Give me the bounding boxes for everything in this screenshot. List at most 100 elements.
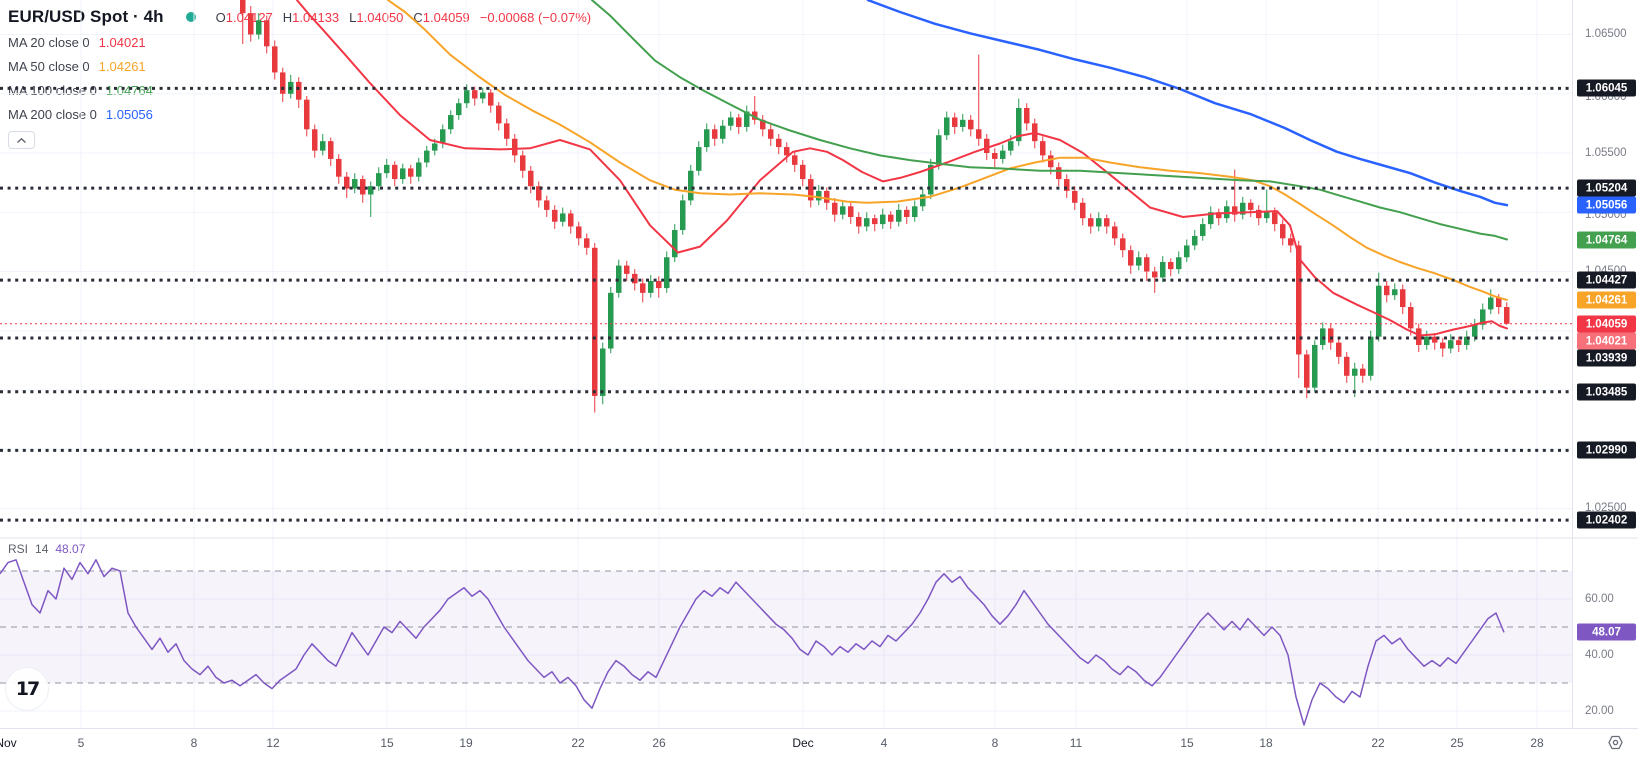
candle-body <box>792 155 798 165</box>
price-badge: 1.03939 <box>1577 349 1636 367</box>
price-badge: 1.04059 <box>1577 315 1636 333</box>
candle-body <box>1128 250 1134 266</box>
candle-body <box>1008 141 1014 151</box>
time-axis-label: 19 <box>459 736 473 750</box>
candle-body <box>1000 150 1006 159</box>
candle-body <box>1248 202 1254 210</box>
candle-body <box>1288 238 1294 246</box>
rsi-band <box>0 571 1572 683</box>
candle-body <box>400 168 406 180</box>
ma-label: MA 50 close 0 <box>8 58 90 74</box>
candle-body <box>1416 328 1422 345</box>
time-axis-label: 18 <box>1259 736 1273 750</box>
candle-body <box>368 186 374 195</box>
candle-body <box>1424 336 1430 345</box>
candle-body <box>1048 155 1054 168</box>
time-axis-label: 5 <box>77 736 85 750</box>
price-scale[interactable]: 1.065001.060001.055001.050001.045001.025… <box>1572 0 1638 728</box>
candle-body <box>1184 245 1190 258</box>
candle-body <box>1432 336 1438 343</box>
ma-legend-row[interactable]: MA 20 close 0 1.04021 <box>8 30 591 54</box>
candle-body <box>920 194 926 207</box>
tradingview-logo[interactable]: 17 <box>5 667 49 711</box>
time-axis-label: 25 <box>1450 736 1464 750</box>
symbol-title[interactable]: EUR/USD Spot · 4h <box>8 7 164 26</box>
price-badge: 1.04261 <box>1577 291 1636 309</box>
ohlc-pair: C1.04059 <box>413 9 470 25</box>
candle-body <box>408 168 414 177</box>
candle-body <box>1024 107 1030 124</box>
candle-body <box>1032 123 1038 142</box>
ma-label: MA 100 close 0 <box>8 82 97 98</box>
ohlc-pair: O1.04127 <box>215 9 273 25</box>
candle-body <box>544 200 550 210</box>
candle-body <box>1176 257 1182 270</box>
ohlc-pair: L1.04050 <box>349 9 404 25</box>
candle-body <box>712 129 718 139</box>
candle-body <box>880 214 886 225</box>
ma-line-ma-200[interactable] <box>866 0 1509 207</box>
ohlc-pair: H1.04133 <box>282 9 340 25</box>
candle-body <box>1016 107 1022 142</box>
candle-body <box>592 247 598 396</box>
candle-body <box>1280 224 1286 239</box>
legend-collapse-button[interactable] <box>8 131 35 149</box>
candle-body <box>1368 336 1374 376</box>
candle-body <box>384 164 390 174</box>
candle-body <box>568 213 574 227</box>
rsi-legend[interactable]: RSI 14 48.07 <box>8 542 85 556</box>
candle-body <box>640 283 646 293</box>
ma-legend-row[interactable]: MA 50 close 0 1.04261 <box>8 54 591 78</box>
time-scale[interactable]: Nov 5 8 12 15 19 22 26 Dec 4 8 11 15 18 22 25 28 <box>0 728 1638 757</box>
candle-body <box>728 117 734 126</box>
change-value: −0.00068 (−0.07%) <box>479 9 592 25</box>
candle-body <box>752 111 758 120</box>
candle-body <box>824 190 830 203</box>
candle-body <box>1064 179 1070 191</box>
candle-body <box>696 147 702 171</box>
price-badge: 1.04021 <box>1577 332 1636 350</box>
candle-body <box>552 209 558 222</box>
tradingview-logo-glyph: 17 <box>15 678 40 700</box>
candle-body <box>1104 218 1110 227</box>
candle-body <box>1272 212 1278 225</box>
ma-value: 1.04021 <box>98 34 146 50</box>
candle-body <box>344 176 350 189</box>
candle-body <box>952 117 958 127</box>
candle-body <box>336 158 342 177</box>
candle-body <box>672 230 678 258</box>
timezone-settings-button[interactable] <box>1606 733 1624 751</box>
ma-legend-row[interactable]: MA 100 close 0 1.04764 <box>8 78 591 102</box>
candle-body <box>352 179 358 189</box>
candle-body <box>1160 262 1166 278</box>
ma-value: 1.05056 <box>105 106 153 122</box>
ma-legend-row[interactable]: MA 200 close 0 1.05056 <box>8 102 591 126</box>
candle-body <box>704 129 710 148</box>
rsi-line[interactable] <box>0 559 1505 726</box>
time-axis-label: 11 <box>1069 736 1083 750</box>
candle-body <box>840 206 846 215</box>
ma-line-ma-100[interactable] <box>591 0 1508 241</box>
candle-body <box>1456 340 1462 345</box>
candle-body <box>1168 262 1174 270</box>
candle-body <box>1192 235 1198 246</box>
ma-legend-rows: MA 20 close 0 1.04021 MA 50 close 0 1.042… <box>8 30 591 126</box>
candle-body <box>1440 342 1446 349</box>
candle-body <box>760 119 766 130</box>
candle-body <box>656 280 662 289</box>
price-axis-label: 60.00 <box>1585 593 1614 605</box>
candle-body <box>376 173 382 187</box>
candle-body <box>1072 190 1078 203</box>
candle-body <box>1296 245 1302 355</box>
candle-body <box>1496 297 1502 308</box>
candle-body <box>968 119 974 130</box>
time-axis-label: 15 <box>380 736 394 750</box>
candle-body <box>1304 354 1310 388</box>
time-axis-label: 26 <box>652 736 666 750</box>
candle-body <box>864 218 870 227</box>
price-badge: 1.04764 <box>1577 231 1636 249</box>
time-axis-label: 8 <box>190 736 198 750</box>
market-status-icon[interactable] <box>185 12 196 22</box>
candle-body <box>1392 289 1398 296</box>
